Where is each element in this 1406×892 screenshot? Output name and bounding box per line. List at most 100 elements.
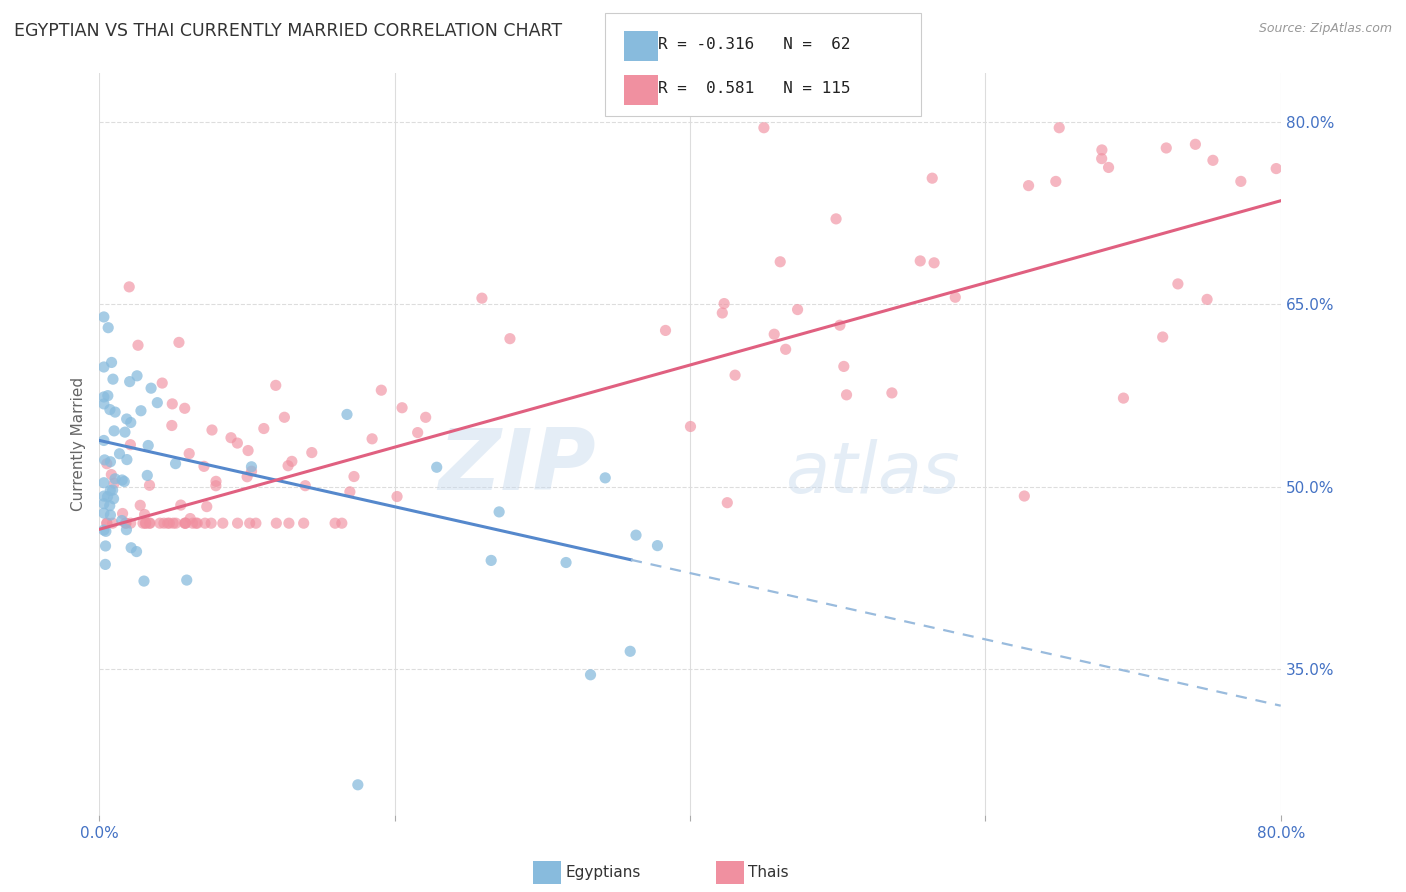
Point [93, 523, 115, 537]
Point [103, 491, 125, 506]
Point [96, 490, 118, 504]
Point [880, 385, 903, 400]
Point [1091, 143, 1114, 157]
Point [115, 452, 138, 467]
Point [619, 644, 641, 658]
Point [165, 516, 187, 531]
Point [150, 376, 173, 390]
Point [179, 447, 201, 461]
Point [165, 457, 187, 471]
Point [943, 290, 966, 304]
Point [167, 335, 190, 350]
Point [179, 511, 201, 525]
Point [236, 469, 259, 483]
Point [93, 489, 115, 503]
Point [114, 516, 136, 531]
Point [115, 523, 138, 537]
Point [136, 438, 159, 452]
Point [104, 472, 127, 486]
Point [200, 516, 222, 531]
Point [120, 516, 142, 531]
Point [1047, 120, 1070, 135]
Point [93, 453, 115, 467]
Point [240, 464, 263, 478]
Point [96, 516, 118, 531]
Point [162, 516, 184, 531]
Point [132, 516, 155, 531]
Point [236, 443, 259, 458]
Point [205, 479, 228, 493]
Text: atlas: atlas [785, 439, 959, 508]
Point [593, 471, 616, 485]
Point [769, 254, 792, 268]
Point [134, 508, 156, 522]
Point [93, 434, 115, 448]
Point [118, 280, 141, 294]
Point [1091, 152, 1114, 166]
Point [129, 403, 152, 417]
Point [921, 171, 943, 186]
Point [153, 516, 176, 531]
Point [647, 539, 669, 553]
Text: ZIP: ZIP [437, 425, 596, 508]
Point [93, 390, 115, 404]
Point [713, 296, 735, 310]
Point [146, 395, 169, 409]
Point [479, 553, 502, 567]
Point [294, 478, 316, 492]
Point [654, 323, 676, 337]
Point [828, 318, 851, 333]
Text: R = -0.316   N =  62: R = -0.316 N = 62 [658, 37, 851, 53]
Point [101, 516, 124, 531]
Point [343, 469, 366, 483]
Point [264, 378, 287, 392]
Point [98, 483, 121, 498]
Point [292, 516, 315, 531]
Point [1167, 277, 1189, 291]
Point [499, 332, 522, 346]
Point [1097, 161, 1119, 175]
Point [1184, 137, 1206, 152]
Text: R =  0.581   N = 115: R = 0.581 N = 115 [658, 81, 851, 96]
Point [579, 667, 602, 681]
Point [679, 419, 702, 434]
Point [716, 496, 738, 510]
Point [385, 490, 408, 504]
Point [415, 410, 437, 425]
Point [339, 484, 361, 499]
Point [111, 473, 134, 487]
Point [134, 516, 156, 531]
Point [1154, 141, 1177, 155]
Point [1197, 293, 1219, 307]
Point [156, 516, 179, 531]
Point [125, 368, 148, 383]
Point [253, 421, 276, 435]
Point [136, 468, 159, 483]
Point [245, 516, 267, 531]
Point [176, 573, 198, 587]
Point [103, 424, 125, 438]
Point [160, 418, 183, 433]
Point [219, 431, 242, 445]
Point [1202, 153, 1225, 168]
Point [775, 343, 797, 357]
Point [391, 401, 413, 415]
Point [832, 359, 855, 374]
Point [100, 508, 122, 522]
Text: Egyptians: Egyptians [565, 865, 641, 880]
Point [323, 516, 346, 531]
Point [1014, 489, 1036, 503]
Point [266, 516, 288, 531]
Point [205, 475, 228, 489]
Point [763, 327, 786, 342]
Point [93, 359, 115, 374]
Point [835, 388, 858, 402]
Point [135, 516, 157, 531]
Point [94, 524, 117, 539]
Point [1230, 174, 1253, 188]
Text: Source: ZipAtlas.com: Source: ZipAtlas.com [1258, 22, 1392, 36]
Point [406, 425, 429, 440]
Point [184, 516, 207, 531]
Point [174, 516, 197, 531]
Text: EGYPTIAN VS THAI CURRENTLY MARRIED CORRELATION CHART: EGYPTIAN VS THAI CURRENTLY MARRIED CORRE… [14, 22, 562, 40]
